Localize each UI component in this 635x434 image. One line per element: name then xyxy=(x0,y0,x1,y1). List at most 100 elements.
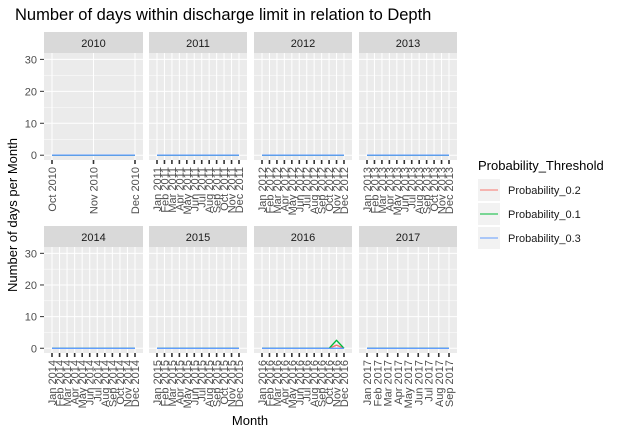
legend-label-1: Probability_0.1 xyxy=(508,209,581,221)
y-tick-label-r0-1: 10 xyxy=(25,118,37,130)
facet-strip-label-2011: 2011 xyxy=(186,38,210,50)
x-tick-label-2013-0: Jan 2013 xyxy=(362,167,374,212)
x-tick-label-2016-7: Aug 2016 xyxy=(309,360,321,407)
x-tick-label-2011-0: Jan 2011 xyxy=(152,167,164,211)
x-tick-label-2013-10: Nov 2013 xyxy=(437,167,449,214)
panel-bg-2015 xyxy=(149,247,247,353)
x-tick-label-2013-3: Apr 2013 xyxy=(384,167,396,212)
y-axis-title: Number of days per Month xyxy=(5,138,20,292)
x-tick-label-2015-9: Oct 2015 xyxy=(219,360,231,405)
legend-title: Probability_Threshold xyxy=(478,158,604,173)
facet-strip-label-2010: 2010 xyxy=(81,38,105,50)
x-tick-label-2010-2: Dec 2010 xyxy=(130,167,142,214)
x-tick-label-2012-3: Apr 2012 xyxy=(279,167,291,212)
x-tick-label-2015-1: Feb 2015 xyxy=(159,360,171,406)
x-tick-label-2016-10: Nov 2016 xyxy=(332,360,344,407)
facet-2010: 2010 Oct 2010 Nov 2010 Dec 2010 xyxy=(44,32,143,214)
x-tick-label-2012-6: Jul 2012 xyxy=(302,167,314,209)
y-tick-label-r1-0: 0 xyxy=(31,343,37,355)
x-tick-label-2015-11: Dec 2015 xyxy=(234,360,246,407)
x-tick-label-2013-5: Jun 2013 xyxy=(399,167,411,212)
x-tick-label-2013-1: Feb 2013 xyxy=(369,167,381,213)
facet-strip-2011 xyxy=(149,32,247,53)
facet-strip-2013 xyxy=(359,32,457,53)
x-tick-label-2015-4: May 2015 xyxy=(182,360,194,408)
facet-grid: 0 10 20 30 0 10 20 30 2010 Oct 2010 Nov 2010 Dec 20… xyxy=(25,32,457,408)
y-tick-label-r1-2: 20 xyxy=(25,280,37,292)
x-tick-label-2010-1: Nov 2010 xyxy=(89,167,101,214)
x-tick-label-2015-8: Sep 2015 xyxy=(212,360,224,407)
facet-strip-label-2015: 2015 xyxy=(186,232,210,244)
x-tick-label-2011-2: Mar 2011 xyxy=(167,167,179,213)
x-tick-label-2013-11: Dec 2013 xyxy=(444,167,456,214)
panel-bg-2011 xyxy=(149,53,247,160)
y-tick-label-r1-3: 30 xyxy=(25,248,37,260)
x-tick-label-2016-8: Sep 2016 xyxy=(317,360,329,407)
x-tick-label-2014-6: Jul 2014 xyxy=(92,360,104,402)
x-tick-label-2015-0: Jan 2015 xyxy=(152,360,164,405)
x-tick-label-2017-4: May 2017 xyxy=(403,360,415,408)
x-tick-label-2013-7: Aug 2013 xyxy=(414,167,426,214)
x-tick-label-2015-7: Aug 2015 xyxy=(204,360,216,407)
panel-bg-2012 xyxy=(254,53,352,160)
x-tick-label-2011-7: Aug 2011 xyxy=(204,167,216,213)
facet-strip-2016 xyxy=(254,226,352,247)
x-tick-label-2014-10: Nov 2014 xyxy=(122,360,134,407)
facet-strip-label-2013: 2013 xyxy=(396,38,420,50)
x-tick-label-2016-2: Mar 2016 xyxy=(272,360,284,406)
facet-strip-label-2014: 2014 xyxy=(81,232,105,244)
x-tick-label-2013-6: Jul 2013 xyxy=(407,167,419,209)
x-tick-label-2013-9: Oct 2013 xyxy=(429,167,441,212)
x-tick-label-2016-4: May 2016 xyxy=(287,360,299,408)
legend-entry-1: Probability_0.1 xyxy=(478,203,581,225)
x-tick-label-2012-7: Aug 2012 xyxy=(309,167,321,214)
x-tick-label-2011-8: Sep 2011 xyxy=(212,167,224,213)
x-tick-label-2016-1: Feb 2016 xyxy=(264,360,276,406)
facet-strip-2012 xyxy=(254,32,352,53)
x-tick-label-2016-11: Dec 2016 xyxy=(339,360,351,407)
x-tick-label-2012-1: Feb 2012 xyxy=(264,167,276,213)
x-tick-label-2016-3: Apr 2016 xyxy=(279,360,291,405)
x-tick-label-2015-2: Mar 2015 xyxy=(167,360,179,406)
panel-bg-2016 xyxy=(254,247,352,353)
x-tick-label-2012-2: Mar 2012 xyxy=(272,167,284,213)
x-tick-label-2014-9: Oct 2014 xyxy=(115,360,127,405)
x-tick-label-2012-11: Dec 2012 xyxy=(339,167,351,214)
x-tick-label-2012-9: Oct 2012 xyxy=(324,167,336,212)
x-tick-label-2012-5: Jun 2012 xyxy=(294,167,306,212)
panel-bg-2013 xyxy=(359,53,457,160)
legend-label-2: Probability_0.3 xyxy=(508,233,581,245)
facet-strip-label-2017: 2017 xyxy=(396,232,420,244)
x-tick-label-2011-4: May 2011 xyxy=(182,167,194,215)
x-tick-label-2014-3: Apr 2014 xyxy=(70,360,82,405)
facet-strip-label-2016: 2016 xyxy=(291,232,315,244)
x-tick-label-2016-5: Jun 2016 xyxy=(294,360,306,405)
x-tick-label-2014-8: Sep 2014 xyxy=(107,360,119,407)
x-tick-label-2017-1: Feb 2017 xyxy=(372,360,384,406)
x-tick-label-2012-4: May 2012 xyxy=(287,167,299,215)
x-tick-label-2011-1: Feb 2011 xyxy=(159,167,171,213)
x-tick-label-2016-9: Oct 2016 xyxy=(324,360,336,405)
x-tick-label-2011-9: Oct 2011 xyxy=(219,167,231,211)
x-tick-label-2017-8: Sep 2017 xyxy=(444,360,456,407)
y-tick-label-r0-0: 0 xyxy=(31,150,37,162)
legend-label-0: Probability_0.2 xyxy=(508,185,581,197)
x-tick-label-2013-8: Sep 2013 xyxy=(422,167,434,214)
x-tick-label-2015-6: Jul 2015 xyxy=(197,360,209,402)
x-tick-label-2017-3: Apr 2017 xyxy=(393,360,405,405)
x-tick-label-2014-5: Jun 2014 xyxy=(85,360,97,405)
x-tick-label-2014-2: Mar 2014 xyxy=(62,360,74,406)
x-tick-label-2012-10: Nov 2012 xyxy=(332,167,344,214)
x-tick-label-2012-8: Sep 2012 xyxy=(317,167,329,214)
x-tick-label-2017-0: Jan 2017 xyxy=(362,360,374,405)
facet-strip-label-2012: 2012 xyxy=(291,38,315,50)
x-tick-label-2011-6: Jul 2011 xyxy=(197,167,209,208)
x-tick-label-2010-0: Oct 2010 xyxy=(47,167,59,212)
x-tick-label-2014-1: Feb 2014 xyxy=(55,360,67,406)
